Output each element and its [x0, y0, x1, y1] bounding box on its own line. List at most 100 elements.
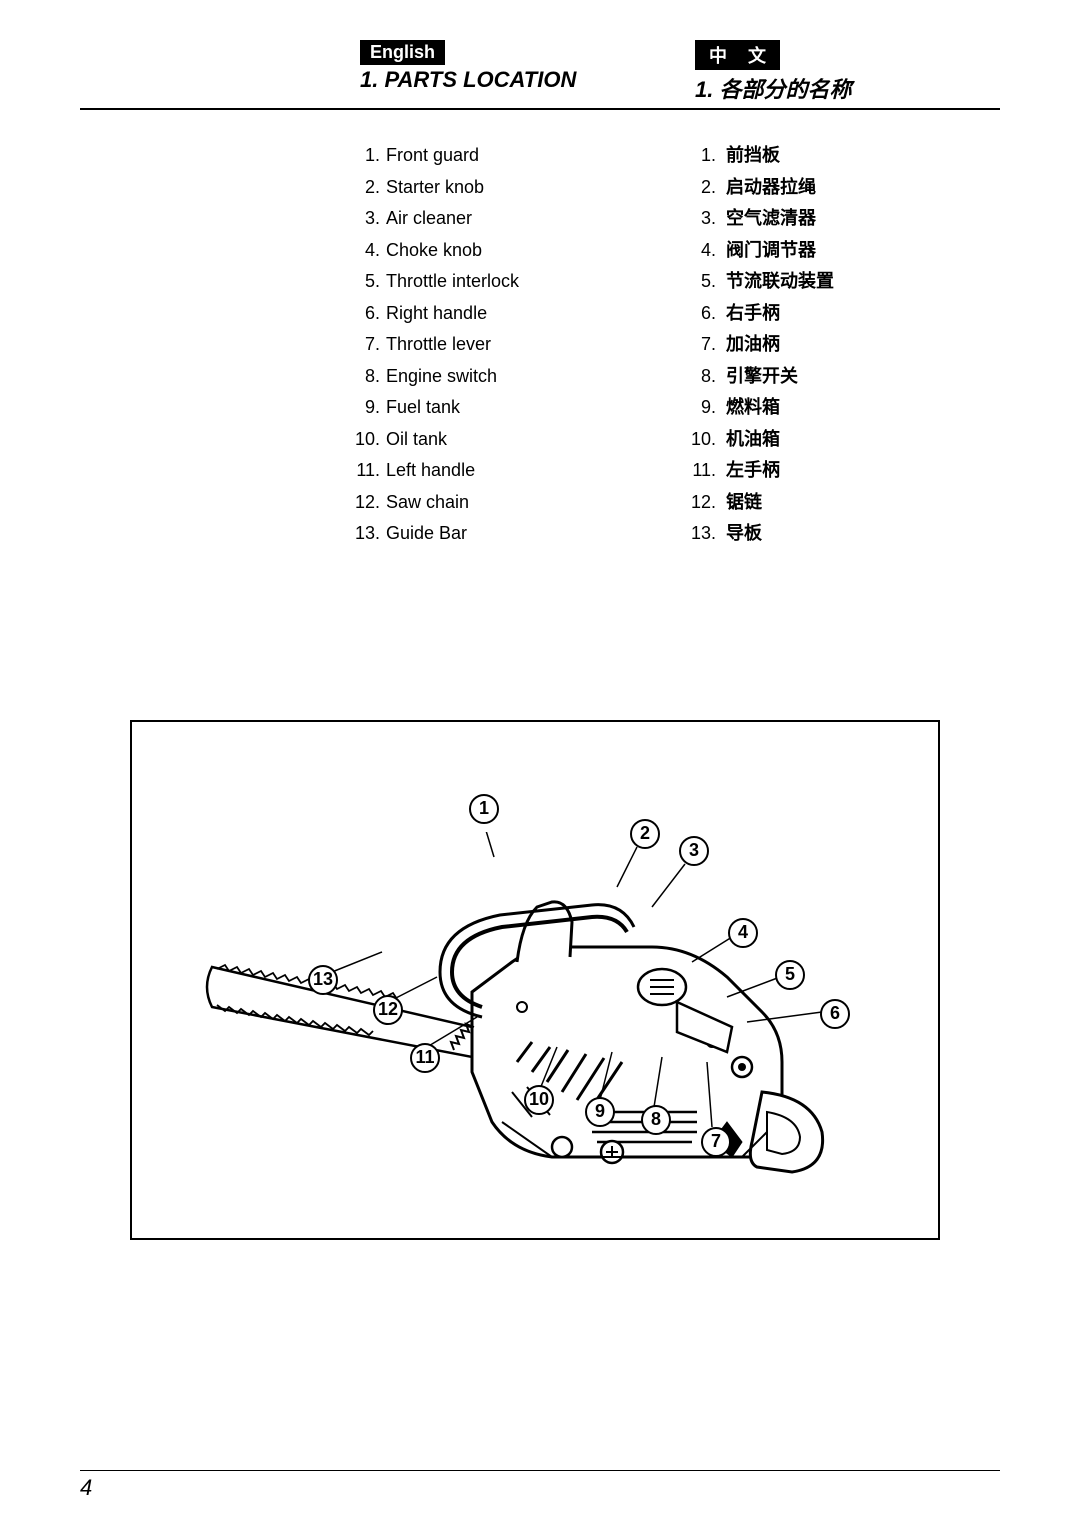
- header-divider: [80, 108, 1000, 110]
- list-item: 9.Fuel tank: [350, 392, 664, 424]
- item-number: 10.: [350, 424, 380, 456]
- item-label: 燃料箱: [726, 392, 780, 424]
- list-item: 4.Choke knob: [350, 235, 664, 267]
- chinese-parts-list: 1.前挡板2.启动器拉绳3.空气滤清器4.阀门调节器5.节流联动装置6.右手柄7…: [686, 140, 1000, 550]
- item-number: 6.: [686, 298, 716, 330]
- callout-11: 11: [410, 1043, 440, 1073]
- item-number: 7.: [686, 329, 716, 361]
- item-label: 启动器拉绳: [726, 172, 816, 204]
- chainsaw-illustration: [172, 832, 892, 1192]
- list-item: 2.Starter knob: [350, 172, 664, 204]
- lists-row: 1.Front guard2.Starter knob3.Air cleaner…: [80, 140, 1000, 550]
- callout-5: 5: [775, 960, 805, 990]
- item-label: Engine switch: [386, 361, 497, 393]
- list-item: 6. 右手柄: [686, 298, 1000, 330]
- item-label: Right handle: [386, 298, 487, 330]
- item-number: 11.: [686, 455, 716, 487]
- item-number: 1.: [350, 140, 380, 172]
- item-label: Front guard: [386, 140, 479, 172]
- item-number: 4.: [686, 235, 716, 267]
- list-item: 12.Saw chain: [350, 487, 664, 519]
- list-item: 3. 空气滤清器: [686, 203, 1000, 235]
- english-list-col: 1.Front guard2.Starter knob3.Air cleaner…: [80, 140, 664, 550]
- list-item: 13.导板: [686, 518, 1000, 550]
- callout-4: 4: [728, 918, 758, 948]
- header-english: English 1. PARTS LOCATION: [80, 40, 665, 104]
- item-number: 5.: [686, 266, 716, 298]
- list-item: 8. 引擎开关: [686, 361, 1000, 393]
- english-badge: English: [360, 40, 445, 65]
- item-label: 加油柄: [726, 329, 780, 361]
- chinese-list-col: 1.前挡板2.启动器拉绳3.空气滤清器4.阀门调节器5.节流联动装置6.右手柄7…: [664, 140, 1000, 550]
- item-label: Left handle: [386, 455, 475, 487]
- item-label: Throttle interlock: [386, 266, 519, 298]
- item-label: Guide Bar: [386, 518, 467, 550]
- item-number: 7.: [350, 329, 380, 361]
- footer-divider: [80, 1470, 1000, 1471]
- item-label: 左手柄: [726, 455, 780, 487]
- item-label: 右手柄: [726, 298, 780, 330]
- list-item: 7.Throttle lever: [350, 329, 664, 361]
- item-number: 1.: [686, 140, 716, 172]
- chinese-badge: 中 文: [695, 40, 780, 70]
- item-number: 8.: [686, 361, 716, 393]
- item-number: 9.: [686, 392, 716, 424]
- list-item: 2. 启动器拉绳: [686, 172, 1000, 204]
- list-item: 1.Front guard: [350, 140, 664, 172]
- callout-7: 7: [701, 1127, 731, 1157]
- list-item: 4. 阀门调节器: [686, 235, 1000, 267]
- list-item: 3.Air cleaner: [350, 203, 664, 235]
- list-item: 1. 前挡板: [686, 140, 1000, 172]
- callout-6: 6: [820, 999, 850, 1029]
- item-label: 锯链: [726, 487, 762, 519]
- list-item: 5.Throttle interlock: [350, 266, 664, 298]
- list-item: 7. 加油柄: [686, 329, 1000, 361]
- item-label: 引擎开关: [726, 361, 798, 393]
- chinese-title: 1. 各部分的名称: [695, 72, 1000, 104]
- item-label: 节流联动装置: [726, 266, 834, 298]
- item-number: 4.: [350, 235, 380, 267]
- callout-2: 2: [630, 819, 660, 849]
- item-number: 8.: [350, 361, 380, 393]
- list-item: 13.Guide Bar: [350, 518, 664, 550]
- item-number: 2.: [686, 172, 716, 204]
- header-row: English 1. PARTS LOCATION 中 文 1. 各部分的名称: [80, 40, 1000, 104]
- callout-8: 8: [641, 1105, 671, 1135]
- item-label: 空气滤清器: [726, 203, 816, 235]
- list-item: 6.Right handle: [350, 298, 664, 330]
- list-item: 9. 燃料箱: [686, 392, 1000, 424]
- item-number: 2.: [350, 172, 380, 204]
- diagram-container: 12345678910111213: [130, 720, 940, 1240]
- list-item: 12.锯链: [686, 487, 1000, 519]
- callout-12: 12: [373, 995, 403, 1025]
- item-number: 12.: [350, 487, 380, 519]
- callout-3: 3: [679, 836, 709, 866]
- list-item: 10.Oil tank: [350, 424, 664, 456]
- english-parts-list: 1.Front guard2.Starter knob3.Air cleaner…: [350, 140, 664, 550]
- list-item: 5. 节流联动装置: [686, 266, 1000, 298]
- item-number: 6.: [350, 298, 380, 330]
- item-label: Oil tank: [386, 424, 447, 456]
- item-number: 10.: [686, 424, 716, 456]
- item-label: 机油箱: [726, 424, 780, 456]
- callout-10: 10: [524, 1085, 554, 1115]
- item-number: 11.: [350, 455, 380, 487]
- item-number: 13.: [350, 518, 380, 550]
- item-label: 阀门调节器: [726, 235, 816, 267]
- item-label: Fuel tank: [386, 392, 460, 424]
- list-item: 11.Left handle: [350, 455, 664, 487]
- callout-1: 1: [469, 794, 499, 824]
- page-container: English 1. PARTS LOCATION 中 文 1. 各部分的名称 …: [0, 0, 1080, 1526]
- list-item: 11. 左手柄: [686, 455, 1000, 487]
- item-label: Choke knob: [386, 235, 482, 267]
- page-number: 4: [80, 1475, 92, 1501]
- item-number: 3.: [686, 203, 716, 235]
- callout-9: 9: [585, 1097, 615, 1127]
- item-label: 导板: [726, 518, 762, 550]
- english-title: 1. PARTS LOCATION: [360, 67, 665, 93]
- item-label: Starter knob: [386, 172, 484, 204]
- item-label: Saw chain: [386, 487, 469, 519]
- item-label: 前挡板: [726, 140, 780, 172]
- item-number: 3.: [350, 203, 380, 235]
- item-label: Throttle lever: [386, 329, 491, 361]
